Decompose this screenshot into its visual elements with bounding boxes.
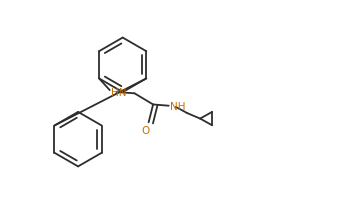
Text: HN: HN — [111, 88, 127, 98]
Text: O: O — [142, 126, 150, 136]
Text: NH: NH — [170, 101, 185, 111]
